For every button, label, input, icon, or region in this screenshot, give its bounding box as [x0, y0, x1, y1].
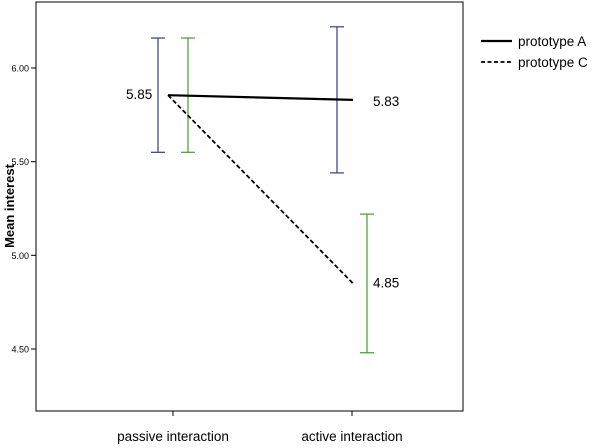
x-tick-label: active interaction	[301, 429, 402, 444]
legend-label: prototype A	[518, 34, 586, 49]
series-line-prototype-a	[167, 94, 354, 101]
y-tick-label: 5.50	[11, 157, 29, 167]
data-label: 5.83	[373, 94, 399, 109]
series-line-prototype-c	[167, 94, 354, 285]
value-labels: 5.85 5.83 4.85	[126, 87, 399, 290]
data-label: 5.85	[126, 87, 152, 102]
error-bar	[151, 37, 165, 153]
data-label: 4.85	[373, 275, 399, 290]
series-lines	[167, 94, 354, 285]
y-axis-label: Mean interest	[2, 163, 17, 247]
plot-frame	[35, 1, 464, 412]
y-tick-label: 5.00	[11, 251, 29, 261]
y-tick-label: 6.00	[11, 64, 29, 74]
error-bars	[151, 26, 374, 354]
x-tick-label: passive interaction	[117, 429, 229, 444]
y-axis-ticks: 4.50 5.00 5.50 6.00	[11, 64, 36, 355]
error-bar	[360, 213, 374, 354]
y-tick-label: 4.50	[11, 345, 29, 355]
legend-label: prototype C	[518, 55, 588, 70]
legend: prototype A prototype C	[481, 34, 588, 70]
x-axis-ticks: passive interaction active interaction	[117, 411, 403, 444]
